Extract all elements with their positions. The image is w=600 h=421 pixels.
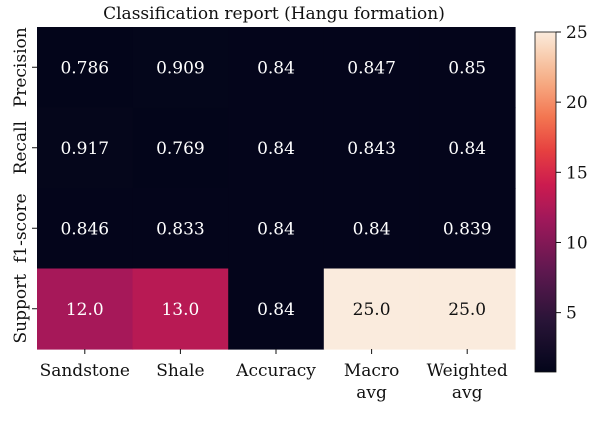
colorbar-tick-label: 10 [566, 233, 588, 253]
colorbar-tick-label: 20 [566, 93, 588, 113]
heatmap-cell-labels: 0.786 0.909 0.84 0.847 0.85 0.917 0.769 0.84 0.8… [60, 58, 491, 320]
x-axis: Sandstone Shale Accuracy MacroavgWeightedav… [40, 349, 508, 403]
colorbar-gradient [534, 31, 557, 373]
cell-value-label: 0.833 [156, 219, 205, 239]
heatmap-cell [419, 107, 516, 189]
y-tick-label: Precision [11, 27, 31, 107]
heatmap-cells [37, 27, 516, 350]
colorbar: 5 10 15 20 25 [534, 23, 588, 373]
cell-value-label: 0.847 [347, 58, 396, 78]
cell-value-label: 0.843 [347, 139, 396, 159]
heatmap-cell [37, 188, 134, 270]
heatmap-cell [323, 188, 420, 270]
colorbar-tick-label: 5 [566, 304, 577, 324]
x-tick-label: avg [452, 383, 483, 403]
cell-value-label: 0.769 [156, 139, 205, 159]
heatmap-cell [132, 188, 229, 270]
y-tick-label: f1-score [11, 193, 31, 263]
heatmap-cell [228, 188, 325, 270]
heatmap-cell [419, 268, 516, 350]
heatmap-cell [132, 27, 229, 109]
cell-value-label: 0.84 [257, 58, 295, 78]
cell-value-label: 0.85 [448, 58, 486, 78]
heatmap-cell [323, 268, 420, 350]
cell-value-label: 25.0 [448, 300, 486, 320]
heatmap-cell [132, 107, 229, 189]
y-tick-label: Recall [11, 121, 31, 174]
cell-value-label: 25.0 [353, 300, 391, 320]
cell-value-label: 0.909 [156, 58, 205, 78]
heatmap-cell [228, 268, 325, 350]
heatmap-cell [37, 107, 134, 189]
x-tick-label: Shale [156, 361, 204, 381]
x-tick-label: Accuracy [235, 361, 316, 381]
heatmap-cell [132, 268, 229, 350]
heatmap-cell [228, 107, 325, 189]
cell-value-label: 0.84 [353, 219, 391, 239]
x-tick-label: Macro [344, 361, 399, 381]
heatmap-cell [419, 188, 516, 270]
y-tick-label: Support [11, 274, 31, 344]
cell-value-label: 13.0 [161, 300, 199, 320]
colorbar-tick-label: 15 [566, 163, 588, 183]
chart-title: Classification report (Hangu formation) [103, 4, 445, 24]
heatmap-cell [37, 27, 134, 109]
heatmap-cell [37, 268, 134, 350]
heatmap-cell [228, 27, 325, 109]
cell-value-label: 0.84 [257, 219, 295, 239]
y-axis: Precision Recall f1-score Support [11, 27, 37, 344]
cell-value-label: 0.839 [443, 219, 492, 239]
cell-value-label: 0.84 [257, 139, 295, 159]
heatmap-cell [419, 27, 516, 109]
heatmap-cell [323, 27, 420, 109]
x-tick-label: avg [356, 383, 387, 403]
cell-value-label: 0.84 [448, 139, 486, 159]
x-tick-label: Sandstone [40, 361, 130, 381]
cell-value-label: 0.786 [60, 58, 109, 78]
heatmap-cell [323, 107, 420, 189]
x-tick-label: Weighted [427, 361, 508, 381]
cell-value-label: 0.917 [60, 139, 109, 159]
cell-value-label: 0.846 [60, 219, 109, 239]
cell-value-label: 12.0 [66, 300, 104, 320]
cell-value-label: 0.84 [257, 300, 295, 320]
colorbar-tick-label: 25 [566, 23, 588, 43]
